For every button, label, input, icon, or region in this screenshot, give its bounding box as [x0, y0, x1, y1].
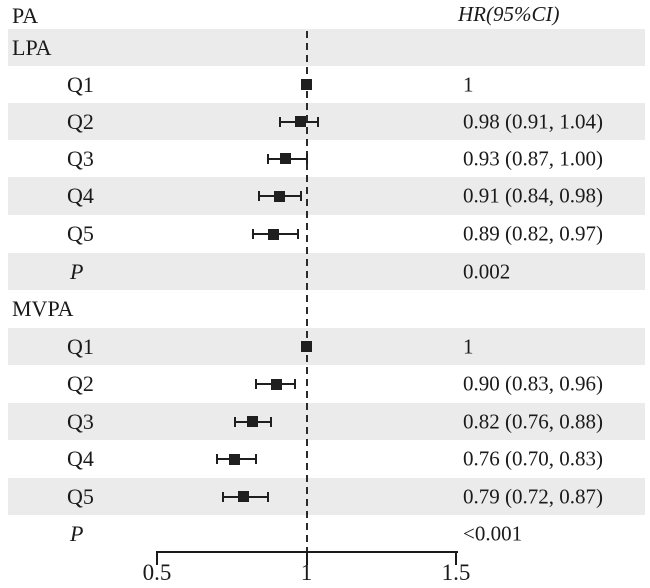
quintile-label: Q2 — [67, 371, 94, 396]
ci-cap-right — [305, 153, 308, 164]
forest-row: Q5 0.89 (0.82, 0.97) — [8, 215, 645, 253]
ci-cap-left — [251, 229, 254, 239]
quintile-label: Q5 — [67, 221, 94, 246]
x-axis-tick-label: 1 — [300, 560, 313, 585]
p-value-row: P <0.001 — [8, 515, 645, 552]
ci-cap-left — [266, 153, 269, 164]
forest-row: Q4 0.91 (0.84, 0.98) — [8, 177, 645, 215]
point-estimate-marker — [301, 79, 312, 90]
quintile-label: Q4 — [67, 446, 94, 471]
x-axis-tick — [156, 551, 158, 565]
ci-cap-right — [269, 416, 272, 427]
quintile-label: Q4 — [67, 183, 94, 208]
hr-ci-column-header: HR(95%CI) — [458, 2, 560, 26]
point-estimate-marker — [247, 416, 259, 427]
forest-row: Q2 0.90 (0.83, 0.96) — [8, 365, 645, 403]
forest-row: Q1 1 — [8, 328, 645, 365]
quintile-label: Q5 — [67, 483, 94, 509]
ci-cap-right — [296, 229, 299, 239]
quintile-label: Q2 — [67, 108, 94, 134]
forest-row: Q3 0.82 (0.76, 0.88) — [8, 403, 645, 440]
quintile-label: Q3 — [67, 145, 94, 171]
ci-cap-right — [254, 454, 257, 464]
hr-ci-value: 1 — [463, 334, 474, 358]
forest-row: Q2 0.98 (0.91, 1.04) — [8, 103, 645, 140]
section-label: MVPA — [12, 296, 74, 321]
point-estimate-marker — [274, 190, 286, 202]
ci-cap-right — [317, 116, 320, 127]
x-axis-line — [157, 551, 458, 553]
reference-line — [306, 31, 308, 551]
point-estimate-marker — [229, 453, 241, 465]
ci-cap-left — [221, 491, 224, 502]
section-label: LPA — [12, 34, 52, 60]
point-estimate-marker — [301, 341, 312, 352]
forest-row: Q3 0.93 (0.87, 1.00) — [8, 140, 645, 177]
p-label: P — [70, 258, 84, 284]
hr-ci-value: 0.93 (0.87, 1.00) — [463, 146, 603, 170]
point-estimate-marker — [268, 228, 280, 240]
hr-ci-value: 1 — [463, 72, 474, 96]
ci-cap-left — [278, 116, 281, 127]
quintile-label: Q3 — [67, 408, 94, 434]
hr-ci-value: 0.90 (0.83, 0.96) — [463, 371, 603, 396]
quintile-label: Q1 — [67, 71, 94, 97]
p-value: <0.001 — [463, 521, 523, 545]
ci-cap-right — [299, 191, 302, 201]
hr-ci-value: 0.82 (0.76, 0.88) — [463, 409, 603, 433]
forest-row: Q5 0.79 (0.72, 0.87) — [8, 478, 645, 515]
ci-cap-right — [266, 491, 269, 502]
x-axis-tick — [305, 551, 308, 565]
point-estimate-marker — [238, 491, 250, 502]
ci-cap-right — [293, 379, 296, 389]
quintile-label: Q1 — [67, 333, 94, 359]
hr-ci-value: 0.89 (0.82, 0.97) — [463, 221, 603, 246]
point-estimate-marker — [295, 116, 307, 127]
hr-ci-value: 0.91 (0.84, 0.98) — [463, 183, 603, 208]
ci-cap-left — [215, 454, 218, 464]
point-estimate-marker — [280, 153, 292, 164]
section-header-row: MVPA — [8, 290, 645, 328]
ci-cap-left — [254, 379, 257, 389]
hr-ci-value: 0.79 (0.72, 0.87) — [463, 484, 603, 508]
p-label: P — [70, 520, 84, 546]
hr-ci-value: 0.76 (0.70, 0.83) — [463, 446, 603, 471]
p-value: 0.002 — [463, 259, 511, 283]
forest-row: Q1 1 — [8, 66, 645, 103]
pa-column-header: PA — [12, 3, 39, 28]
p-value-row: P 0.002 — [8, 253, 645, 290]
hr-ci-value: 0.98 (0.91, 1.04) — [463, 109, 603, 133]
section-header-row: LPA — [8, 29, 645, 66]
ci-cap-left — [233, 416, 236, 427]
x-axis-tick — [455, 551, 457, 565]
ci-cap-left — [257, 191, 260, 201]
point-estimate-marker — [271, 378, 283, 390]
forest-row: Q4 0.76 (0.70, 0.83) — [8, 440, 645, 478]
